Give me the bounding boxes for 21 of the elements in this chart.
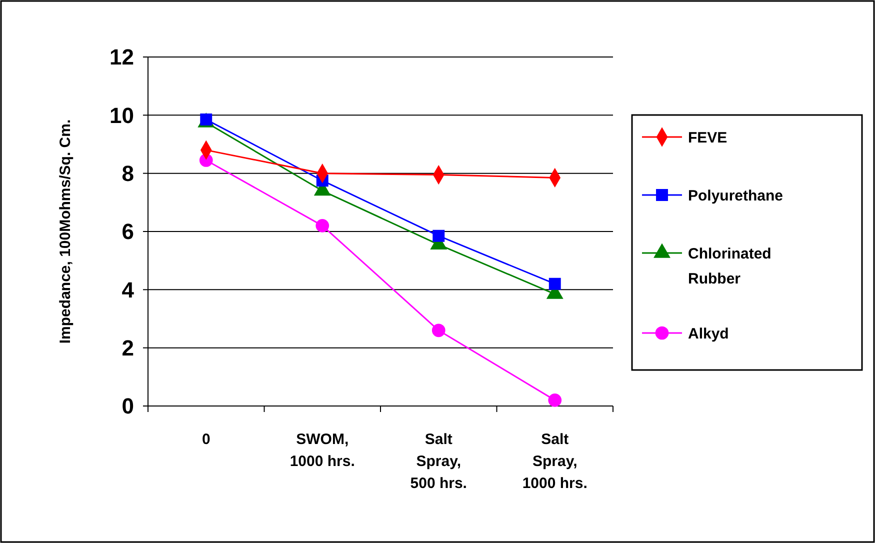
y-tick-label: 6 (122, 219, 134, 244)
legend-label: Alkyd (688, 325, 729, 342)
y-tick-label: 0 (122, 394, 134, 419)
legend-label: FEVE (688, 129, 728, 146)
legend-label: Chlorinated Rubber (688, 245, 772, 288)
x-tick-label: Salt Spray, 1000 hrs. (522, 431, 588, 492)
point (316, 219, 330, 232)
y-tick-label: 4 (122, 277, 135, 302)
x-tick-label: Salt Spray, 500 hrs. (410, 431, 467, 492)
y-tick-label: 2 (122, 336, 134, 361)
point (548, 278, 561, 290)
point (432, 324, 446, 338)
point (548, 394, 562, 407)
y-tick-label: 8 (122, 161, 134, 186)
y-tick-label: 12 (110, 44, 134, 70)
y-tick-label: 10 (110, 102, 134, 128)
y-axis-title: Impedance, 100Mohms/Sq. Cm. (57, 119, 74, 344)
x-tick-label: 0 (202, 431, 210, 448)
legend-label: Polyurethane (688, 187, 784, 204)
point (432, 230, 445, 242)
x-tick-label: SWOM, 1000 hrs. (290, 431, 355, 470)
